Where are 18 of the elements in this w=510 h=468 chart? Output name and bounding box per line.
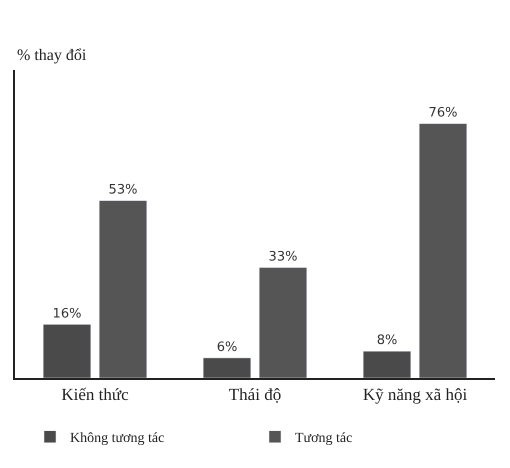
data-label: 53%: [108, 182, 138, 198]
data-label: 8%: [376, 333, 398, 348]
data-label: 6%: [216, 340, 238, 355]
bar: [258, 267, 308, 378]
legend-label: Không tương tác: [70, 431, 164, 446]
x-tick-label: Kỹ năng xã hội: [362, 385, 468, 404]
bar: [98, 200, 148, 378]
data-label: 76%: [428, 106, 458, 121]
data-label: 33%: [268, 250, 298, 265]
bar: [42, 324, 92, 378]
bar: [362, 350, 412, 378]
x-tick-label: Thái độ: [228, 385, 282, 404]
bar: [202, 358, 252, 378]
bar: [418, 123, 468, 378]
y-axis-title: % thay đổi: [17, 47, 87, 64]
legend-label: Tương tác: [295, 431, 352, 446]
x-tick-label: Kiến thức: [61, 385, 130, 404]
data-label: 16%: [52, 306, 82, 322]
